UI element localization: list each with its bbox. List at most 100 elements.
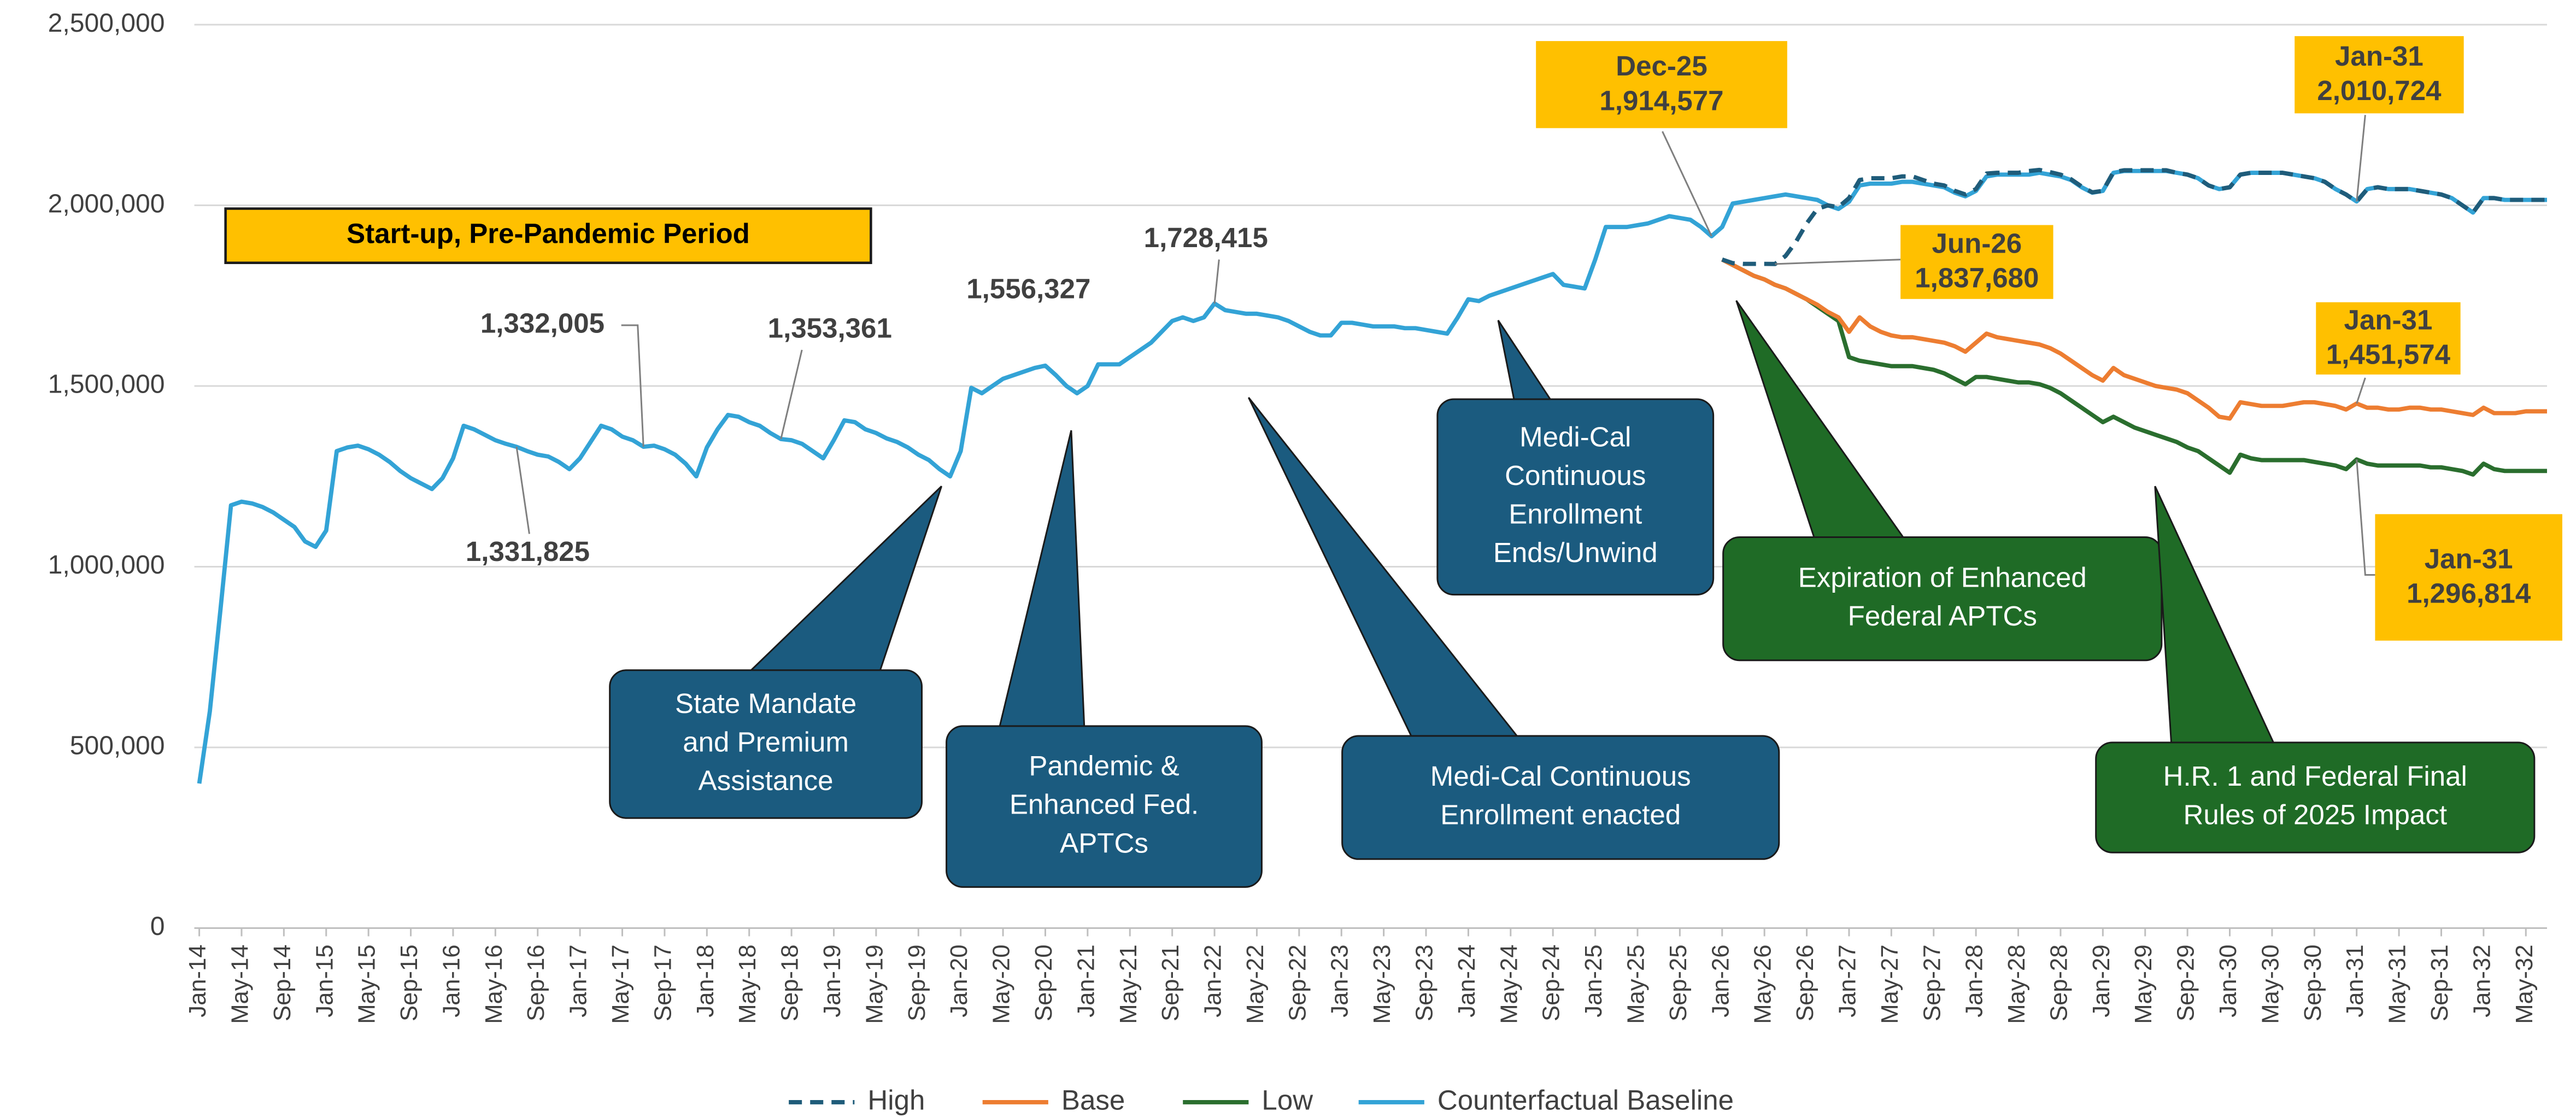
label-box	[1900, 225, 2053, 299]
callout-pointer	[997, 430, 1085, 730]
x-tick-label: Sep-14	[269, 945, 296, 1021]
x-tick-label: May-26	[1750, 945, 1776, 1024]
x-tick-label: Jan-18	[693, 945, 719, 1017]
point-label: 1,556,327	[966, 273, 1090, 304]
callout: Start-up, Pre-Pandemic Period	[224, 207, 872, 264]
leader-line	[621, 324, 644, 447]
y-tick-label: 500,000	[70, 731, 165, 761]
x-tick-label: May-18	[735, 945, 761, 1024]
callout-text: and Premium	[683, 726, 849, 757]
x-tick-label: May-30	[2257, 945, 2284, 1024]
x-tick-label: May-14	[227, 945, 253, 1024]
label-date: Dec-25	[1616, 50, 1707, 81]
series-line	[197, 168, 2547, 784]
x-tick-label: May-19	[861, 945, 888, 1024]
callout-text: Start-up, Pre-Pandemic Period	[347, 218, 750, 249]
x-tick-label: Jan-27	[1834, 945, 1861, 1017]
callout-text: Medi-Cal Continuous	[1430, 761, 1691, 792]
callout: H.R. 1 and Federal Final Rules of 2025 Im…	[2095, 486, 2536, 853]
x-tick-label: Sep-25	[1665, 945, 1692, 1021]
x-tick-label: Jan-19	[819, 945, 846, 1017]
series-line	[1721, 258, 2547, 421]
x-tick-label: Sep-21	[1158, 945, 1184, 1021]
callout: Medi-Cal Continuous Enrollment Ends/Unwind	[1436, 320, 1715, 596]
leader-line	[2356, 377, 2366, 404]
callout-text: Enrollment	[1509, 499, 1642, 530]
x-tick-label: Sep-31	[2427, 945, 2453, 1021]
callout-pointer	[1735, 300, 1908, 541]
callout-text: Rules of 2025 Impact	[2183, 799, 2447, 830]
label-box	[2375, 514, 2562, 641]
x-tick-label: Sep-30	[2300, 945, 2326, 1021]
callout-box	[1722, 536, 2163, 662]
leader-line	[1775, 259, 1901, 265]
x-tick-label: May-29	[2131, 945, 2157, 1024]
x-tick-label: May-15	[354, 945, 380, 1024]
callout-text: H.R. 1 and Federal Final	[2163, 761, 2467, 792]
x-tick-label: Jan-20	[946, 945, 972, 1017]
callout-text: Medi-Cal	[1519, 421, 1631, 452]
label-date: Jun-26	[1932, 228, 2022, 259]
legend-label: Base	[1061, 1084, 1125, 1115]
label-value: 1,451,574	[2326, 338, 2451, 370]
x-tick-label: Sep-18	[777, 945, 803, 1021]
callout-pointer	[746, 486, 942, 675]
callout-pointer	[1497, 320, 1554, 403]
callout-box	[1341, 735, 1780, 860]
label-date: Jan-31	[2425, 543, 2513, 574]
callout-box	[2095, 741, 2536, 853]
label-value: 1,837,680	[1915, 262, 2039, 294]
point-label: 1,353,361	[768, 312, 892, 440]
label-value: 1,914,577	[1599, 85, 1723, 116]
callout-text: Assistance	[699, 765, 834, 796]
callout-text: State Mandate	[675, 688, 856, 719]
x-tick-label: Sep-23	[1412, 945, 1438, 1021]
x-tick-label: Jan-26	[1707, 945, 1734, 1017]
x-tick-label: Jan-32	[2469, 945, 2495, 1017]
x-tick-label: Jan-30	[2215, 945, 2241, 1017]
label-box	[1536, 41, 1787, 128]
leader-line	[515, 446, 530, 534]
x-tick-label: Sep-20	[1031, 945, 1057, 1021]
series-line	[1721, 167, 2547, 266]
x-tick-label: Sep-27	[1919, 945, 1945, 1021]
x-tick-label: May-31	[2385, 945, 2411, 1024]
y-tick-label: 0	[150, 911, 165, 941]
x-tick-label: Jan-24	[1454, 945, 1480, 1017]
x-tick-label: Jan-25	[1581, 945, 1607, 1017]
label-value: 1,332,005	[480, 307, 605, 338]
callout: State Mandate and Premium Assistance	[609, 486, 942, 819]
callout-box	[609, 669, 923, 819]
x-tick-label: Jan-15	[312, 945, 338, 1017]
point-label: Jan-311,451,574	[2316, 302, 2461, 404]
callout-text: Federal APTCs	[1848, 600, 2037, 631]
x-tick-label: Sep-15	[396, 945, 423, 1021]
x-tick-label: May-17	[608, 945, 634, 1024]
point-label: Jan-31 1,296,814	[2356, 459, 2562, 641]
label-value: 2,010,724	[2317, 75, 2442, 106]
x-tick-label: Sep-19	[904, 945, 930, 1021]
x-tick-label: Jan-16	[438, 945, 465, 1017]
y-tick-label: 1,000,000	[48, 550, 165, 580]
x-tick-label: Sep-17	[650, 945, 676, 1021]
label-value: 1,556,327	[966, 273, 1090, 304]
x-tick-label: Sep-24	[1539, 945, 1565, 1021]
x-tick-label: May-22	[1242, 945, 1269, 1024]
y-tick-label: 2,500,000	[48, 8, 165, 38]
callout: Medi-Cal Continuous Enrollment enacted	[1248, 397, 1780, 860]
x-tick-label: Jan-28	[1962, 945, 1988, 1017]
callout-box	[224, 207, 872, 264]
x-tick-label: Jan-23	[1327, 945, 1353, 1017]
x-tick-label: Jan-14	[185, 945, 211, 1017]
label-date: Jan-31	[2335, 40, 2424, 72]
callout: Pandemic & Enhanced Fed. APTCs	[946, 430, 1263, 888]
x-tick-label: May-25	[1623, 945, 1649, 1024]
x-tick-label: Jan-21	[1073, 945, 1099, 1017]
y-tick-label: 2,000,000	[48, 189, 165, 218]
x-tick-label: May-21	[1116, 945, 1142, 1024]
callout-box	[1436, 398, 1715, 596]
point-label: Dec-25 1,914,577	[1536, 41, 1787, 237]
leader-line	[1213, 259, 1220, 304]
point-label: 1,331,825	[466, 446, 590, 567]
